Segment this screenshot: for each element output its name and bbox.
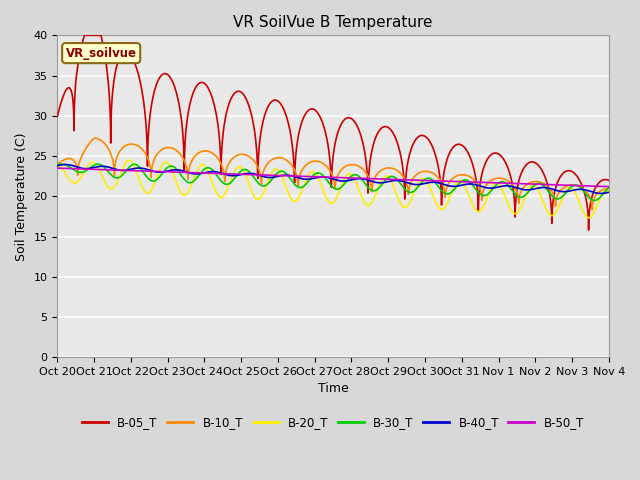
Y-axis label: Soil Temperature (C): Soil Temperature (C) <box>15 132 28 261</box>
Text: VR_soilvue: VR_soilvue <box>66 47 137 60</box>
Title: VR SoilVue B Temperature: VR SoilVue B Temperature <box>234 15 433 30</box>
Legend: B-05_T, B-10_T, B-20_T, B-30_T, B-40_T, B-50_T: B-05_T, B-10_T, B-20_T, B-30_T, B-40_T, … <box>77 411 589 434</box>
X-axis label: Time: Time <box>317 383 349 396</box>
